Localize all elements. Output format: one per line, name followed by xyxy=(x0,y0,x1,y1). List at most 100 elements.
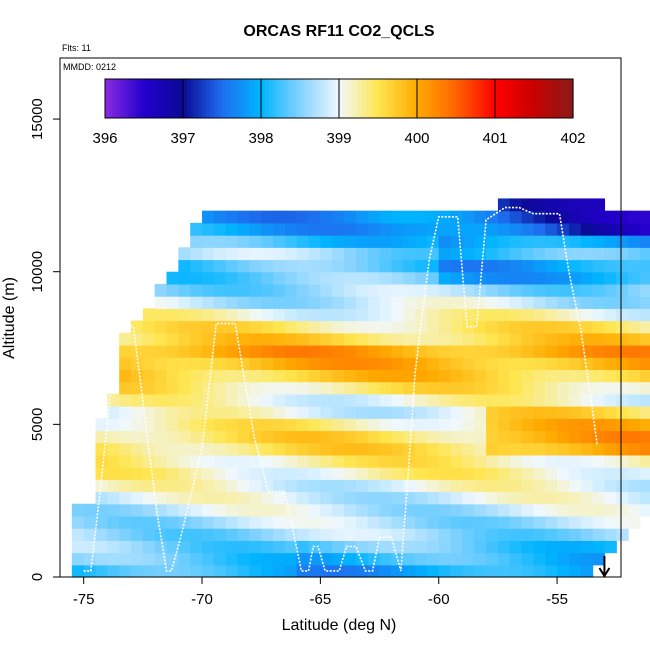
heatmap-cell xyxy=(391,393,404,407)
heatmap-cell xyxy=(521,332,535,346)
heatmap-cell xyxy=(166,296,179,309)
heatmap-cell xyxy=(628,381,641,395)
colorbar-strip xyxy=(545,79,551,118)
heatmap-cell xyxy=(450,308,464,322)
heatmap-cell xyxy=(403,491,416,505)
heatmap-cell xyxy=(213,296,227,309)
heatmap-cell xyxy=(403,247,416,261)
heatmap-cell xyxy=(438,540,452,554)
heatmap-cell xyxy=(95,552,108,566)
heatmap-cell xyxy=(237,332,250,346)
heatmap-cell xyxy=(379,467,392,480)
heatmap-cell xyxy=(284,393,298,407)
heatmap-cell xyxy=(604,540,617,554)
heatmap-cell xyxy=(225,528,239,541)
heatmap-cell xyxy=(119,442,132,456)
heatmap-cell xyxy=(225,552,239,566)
heatmap-cell xyxy=(639,418,650,432)
heatmap-cell xyxy=(213,332,227,346)
colorbar-strip xyxy=(335,79,340,118)
heatmap-cell xyxy=(308,503,321,517)
heatmap-cell xyxy=(225,564,239,578)
heatmap-cell xyxy=(415,406,428,419)
heatmap-cell xyxy=(95,491,108,505)
heatmap-cell xyxy=(639,296,650,309)
heatmap-cell xyxy=(391,283,404,297)
heatmap-cell xyxy=(391,503,404,517)
heatmap-cell xyxy=(639,430,650,444)
colorbar-strip xyxy=(218,79,223,118)
heatmap-cell xyxy=(190,515,203,529)
heatmap-cell xyxy=(438,467,452,480)
heatmap-cell xyxy=(237,515,250,529)
heatmap-cell xyxy=(497,332,511,346)
heatmap-cell xyxy=(213,467,227,480)
heatmap-cell xyxy=(604,454,617,468)
heatmap-cell xyxy=(391,491,404,505)
heatmap-cell xyxy=(355,271,369,285)
y-tick-label: 10000 xyxy=(29,251,46,293)
heatmap-cell xyxy=(497,198,511,212)
heatmap-cell xyxy=(249,406,262,419)
heatmap-cell xyxy=(308,442,321,456)
heatmap-cell xyxy=(533,332,546,346)
heatmap-cell xyxy=(355,332,369,346)
heatmap-cell xyxy=(261,442,274,456)
heatmap-cell xyxy=(545,283,558,297)
heatmap-cell xyxy=(225,430,239,444)
heatmap-cell xyxy=(580,406,594,419)
heatmap-cell xyxy=(332,308,345,322)
heatmap-cell xyxy=(557,381,570,395)
heatmap-cell xyxy=(249,564,262,578)
heatmap-cell xyxy=(450,332,464,346)
heatmap-cell xyxy=(415,344,428,358)
heatmap-cell xyxy=(355,381,369,395)
colorbar-strip xyxy=(471,79,477,118)
heatmap-cell xyxy=(190,564,203,578)
heatmap-cell xyxy=(568,564,582,578)
heatmap-cell xyxy=(273,503,286,517)
heatmap-cell xyxy=(320,296,333,309)
heatmap-cell xyxy=(131,418,144,432)
heatmap-cell xyxy=(592,259,606,273)
heatmap-cell xyxy=(580,332,594,346)
heatmap-cell xyxy=(616,515,629,529)
heatmap-cell xyxy=(261,320,274,334)
heatmap-cell xyxy=(154,503,168,517)
heatmap-cell xyxy=(580,540,594,554)
heatmap-cell xyxy=(592,467,606,480)
heatmap-cell xyxy=(568,222,582,236)
heatmap-cell xyxy=(344,369,357,383)
heatmap-cell xyxy=(486,222,499,236)
heatmap-cell xyxy=(107,528,120,541)
heatmap-cell xyxy=(344,308,357,322)
colorbar-strip xyxy=(378,79,383,118)
heatmap-cell xyxy=(509,247,523,261)
heatmap-cell xyxy=(533,564,546,578)
heatmap-cell xyxy=(95,430,108,444)
heatmap-cell xyxy=(391,430,404,444)
heatmap-cell xyxy=(639,259,650,273)
heatmap-cell xyxy=(190,344,203,358)
heatmap-cell xyxy=(213,393,227,407)
heatmap-cell xyxy=(486,393,499,407)
heatmap-cell xyxy=(261,369,274,383)
heatmap-cell xyxy=(379,344,392,358)
flights-label: Flts: 11 xyxy=(62,43,91,53)
heatmap-cell xyxy=(521,552,535,566)
colorbar-strip xyxy=(436,79,441,118)
heatmap-cell xyxy=(332,259,345,273)
heatmap-cell xyxy=(320,283,333,297)
heatmap-cell xyxy=(438,430,452,444)
heatmap-cell xyxy=(237,296,250,309)
heatmap-cell xyxy=(557,406,570,419)
heatmap-cell xyxy=(557,503,570,517)
heatmap-cell xyxy=(379,552,392,566)
heatmap-cell xyxy=(568,442,582,456)
heatmap-cell xyxy=(379,491,392,505)
heatmap-cell xyxy=(415,247,428,261)
colorbar-strip xyxy=(300,79,305,118)
heatmap-cell xyxy=(592,442,606,456)
heatmap-cell xyxy=(131,369,144,383)
heatmap-cell xyxy=(580,454,594,468)
